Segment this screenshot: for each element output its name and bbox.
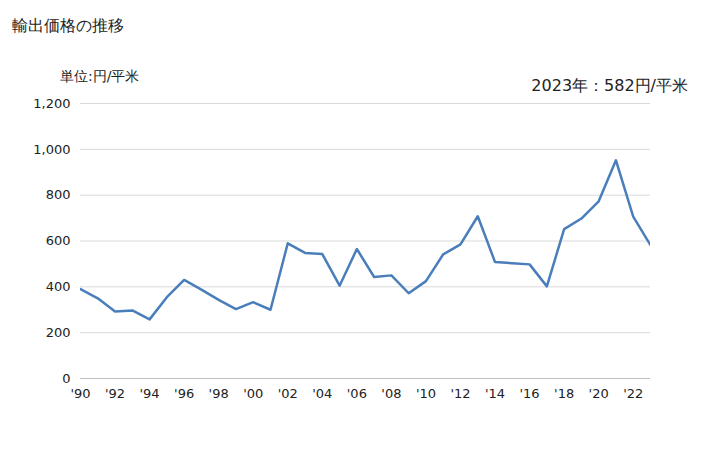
svg-text:'96: '96 [174,386,194,401]
svg-text:'14: '14 [485,386,505,401]
svg-text:200: 200 [46,325,71,340]
svg-text:'02: '02 [278,386,298,401]
svg-text:600: 600 [46,233,71,248]
svg-text:'94: '94 [140,386,160,401]
svg-text:'08: '08 [381,386,401,401]
svg-text:'92: '92 [105,386,125,401]
svg-text:'98: '98 [209,386,229,401]
html-text:2023年：582円/平米: 2023年：582円/平米 [531,76,688,95]
html-text:輸出価格の推移: 輸出価格の推移 [12,16,124,35]
svg-text:'22: '22 [623,386,643,401]
svg-text:400: 400 [46,279,71,294]
svg-text:'10: '10 [416,386,436,401]
svg-text:800: 800 [46,187,71,202]
svg-text:'06: '06 [347,386,367,401]
svg-text:'12: '12 [450,386,470,401]
svg-text:'90: '90 [70,386,90,401]
html-text:単位:円/平米: 単位:円/平米 [60,68,140,84]
svg-text:0: 0 [62,371,70,386]
svg-text:'04: '04 [312,386,332,401]
svg-text:'20: '20 [589,386,609,401]
svg-text:'00: '00 [243,386,263,401]
svg-text:'16: '16 [520,386,540,401]
svg-text:'18: '18 [554,386,574,401]
svg-text:1,000: 1,000 [33,141,70,156]
svg-text:1,200: 1,200 [33,96,70,111]
